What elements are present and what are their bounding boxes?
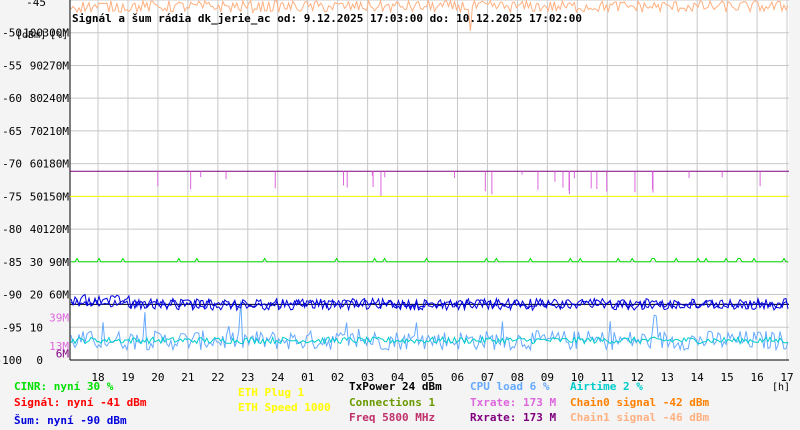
unit-hours: [h] [772,382,790,393]
x-tick: 20 [151,371,164,384]
y-tick-percent: 80 [30,92,43,105]
x-axis-ticks: 18 19 20 21 22 23 24 01 02 03 04 05 06 07 08 09 10 11 12 13… [91,371,793,384]
legend-eth-speed: ETH Speed 1000 [238,401,331,414]
y-tick-percent: 90 [30,59,43,72]
y-tick-rate-extra: 39M [49,311,69,324]
series-chain1 [70,0,789,31]
y-tick-rate: 60M [49,289,69,302]
legend-rxrate: Rxrate: 173 M [470,411,556,424]
series-noise-b [70,298,789,310]
legend-txrate: Txrate: 173 M [470,396,556,409]
y-tick-percent: 20 [30,289,43,302]
legend-chain0: Chain0 signal -42 dBm [570,396,709,409]
y-tick-rate: 90M [49,256,69,269]
legend-chain1: Chain1 signal -46 dBm [570,411,709,424]
y-tick-percent: 100 [23,27,43,40]
y-tick-rate: 300M [43,27,70,40]
y-tick-dbm: -60 [2,92,22,105]
legend-eth-plug: ETH Plug 1 [238,386,305,399]
x-tick: 21 [181,371,194,384]
legend: CINR: nyní 30 % Signál: nyní -41 dBm Šum… [14,380,709,427]
y-tick-rate: 150M [43,190,70,203]
y-tick-percent: 60 [30,158,43,171]
unit-dbm: [dBm] [16,30,46,41]
x-tick: 24 [271,371,285,384]
x-tick: 01 [301,371,314,384]
x-tick: 14 [691,371,705,384]
legend-signal: Signál: nyní -41 dBm [14,396,147,409]
legend-freq: Freq 5800 MHz [349,411,435,424]
series-airtime [70,335,789,346]
legend-noise: Šum: nyní -90 dBm [14,414,127,427]
series-cpu-load [70,300,789,352]
y-tick-dbm: -90 [2,289,22,302]
y-tick-dbm: -85 [2,256,22,269]
y-tick-rate-extra: 6M [56,347,70,360]
y-tick-dbm: -70 [2,158,22,171]
x-tick: 19 [121,371,134,384]
x-tick: 08 [511,371,524,384]
legend-connections: Connections 1 [349,396,435,409]
legend-cinr: CINR: nyní 30 % [14,380,114,393]
legend-airtime: Airtime 2 % [570,380,643,393]
y-tick-rate: 270M [43,59,70,72]
series-cinr [71,257,788,263]
x-tick: 11 [601,371,614,384]
x-tick: 18 [91,371,104,384]
y-tick-dbm: -100 [0,354,22,367]
legend-txpower: TxPower 24 dBm [349,380,442,393]
series-group [70,0,789,352]
y-tick-rate: 210M [43,125,70,138]
x-tick: 15 [721,371,734,384]
y-tick-dbm: -65 [2,125,22,138]
y-tick-dbm: -95 [2,321,22,334]
x-tick: 10 [571,371,584,384]
x-tick: 12 [631,371,644,384]
y-tick-dbm: -80 [2,223,22,236]
x-tick: 04 [391,371,405,384]
y-tick-dbm: -50 [2,27,22,40]
x-tick: 22 [211,371,224,384]
chart-title: Signál a šum rádia dk_jerie_ac od: 9.12.… [72,12,582,25]
y-tick-rate: 180M [43,158,70,171]
y-tick-percent: 10 [30,321,43,334]
legend-cpu-load: CPU load 6 % [470,380,550,393]
x-tick: 13 [661,371,674,384]
x-tick: 09 [541,371,554,384]
y-tick-percent: 70 [30,125,43,138]
plot-area [70,0,789,360]
x-tick: 05 [421,371,434,384]
y-tick-percent: 0 [36,354,43,367]
y-tick-rate: 120M [43,223,70,236]
x-tick: 02 [331,371,344,384]
y-tick-dbm: -45 [26,0,46,9]
x-tick: 06 [451,371,464,384]
x-tick: 03 [361,371,374,384]
y-tick-percent: 40 [30,223,43,236]
y-tick-dbm: -55 [2,59,22,72]
x-tick: 23 [241,371,254,384]
x-tick: 16 [750,371,763,384]
y-tick-percent: 30 [30,256,43,269]
unit-percent: [%] [50,30,68,41]
y-tick-dbm: -75 [2,190,22,203]
y-tick-percent: 50 [30,190,43,203]
y-axis-ticks: -45-50-55-60-65-70-75-80-85-90-95-100100… [0,0,69,367]
x-tick: 07 [481,371,494,384]
y-tick-rate: 240M [43,92,70,105]
y-tick-rate-extra: 13M [49,340,69,353]
x-tick: 17 [780,371,793,384]
